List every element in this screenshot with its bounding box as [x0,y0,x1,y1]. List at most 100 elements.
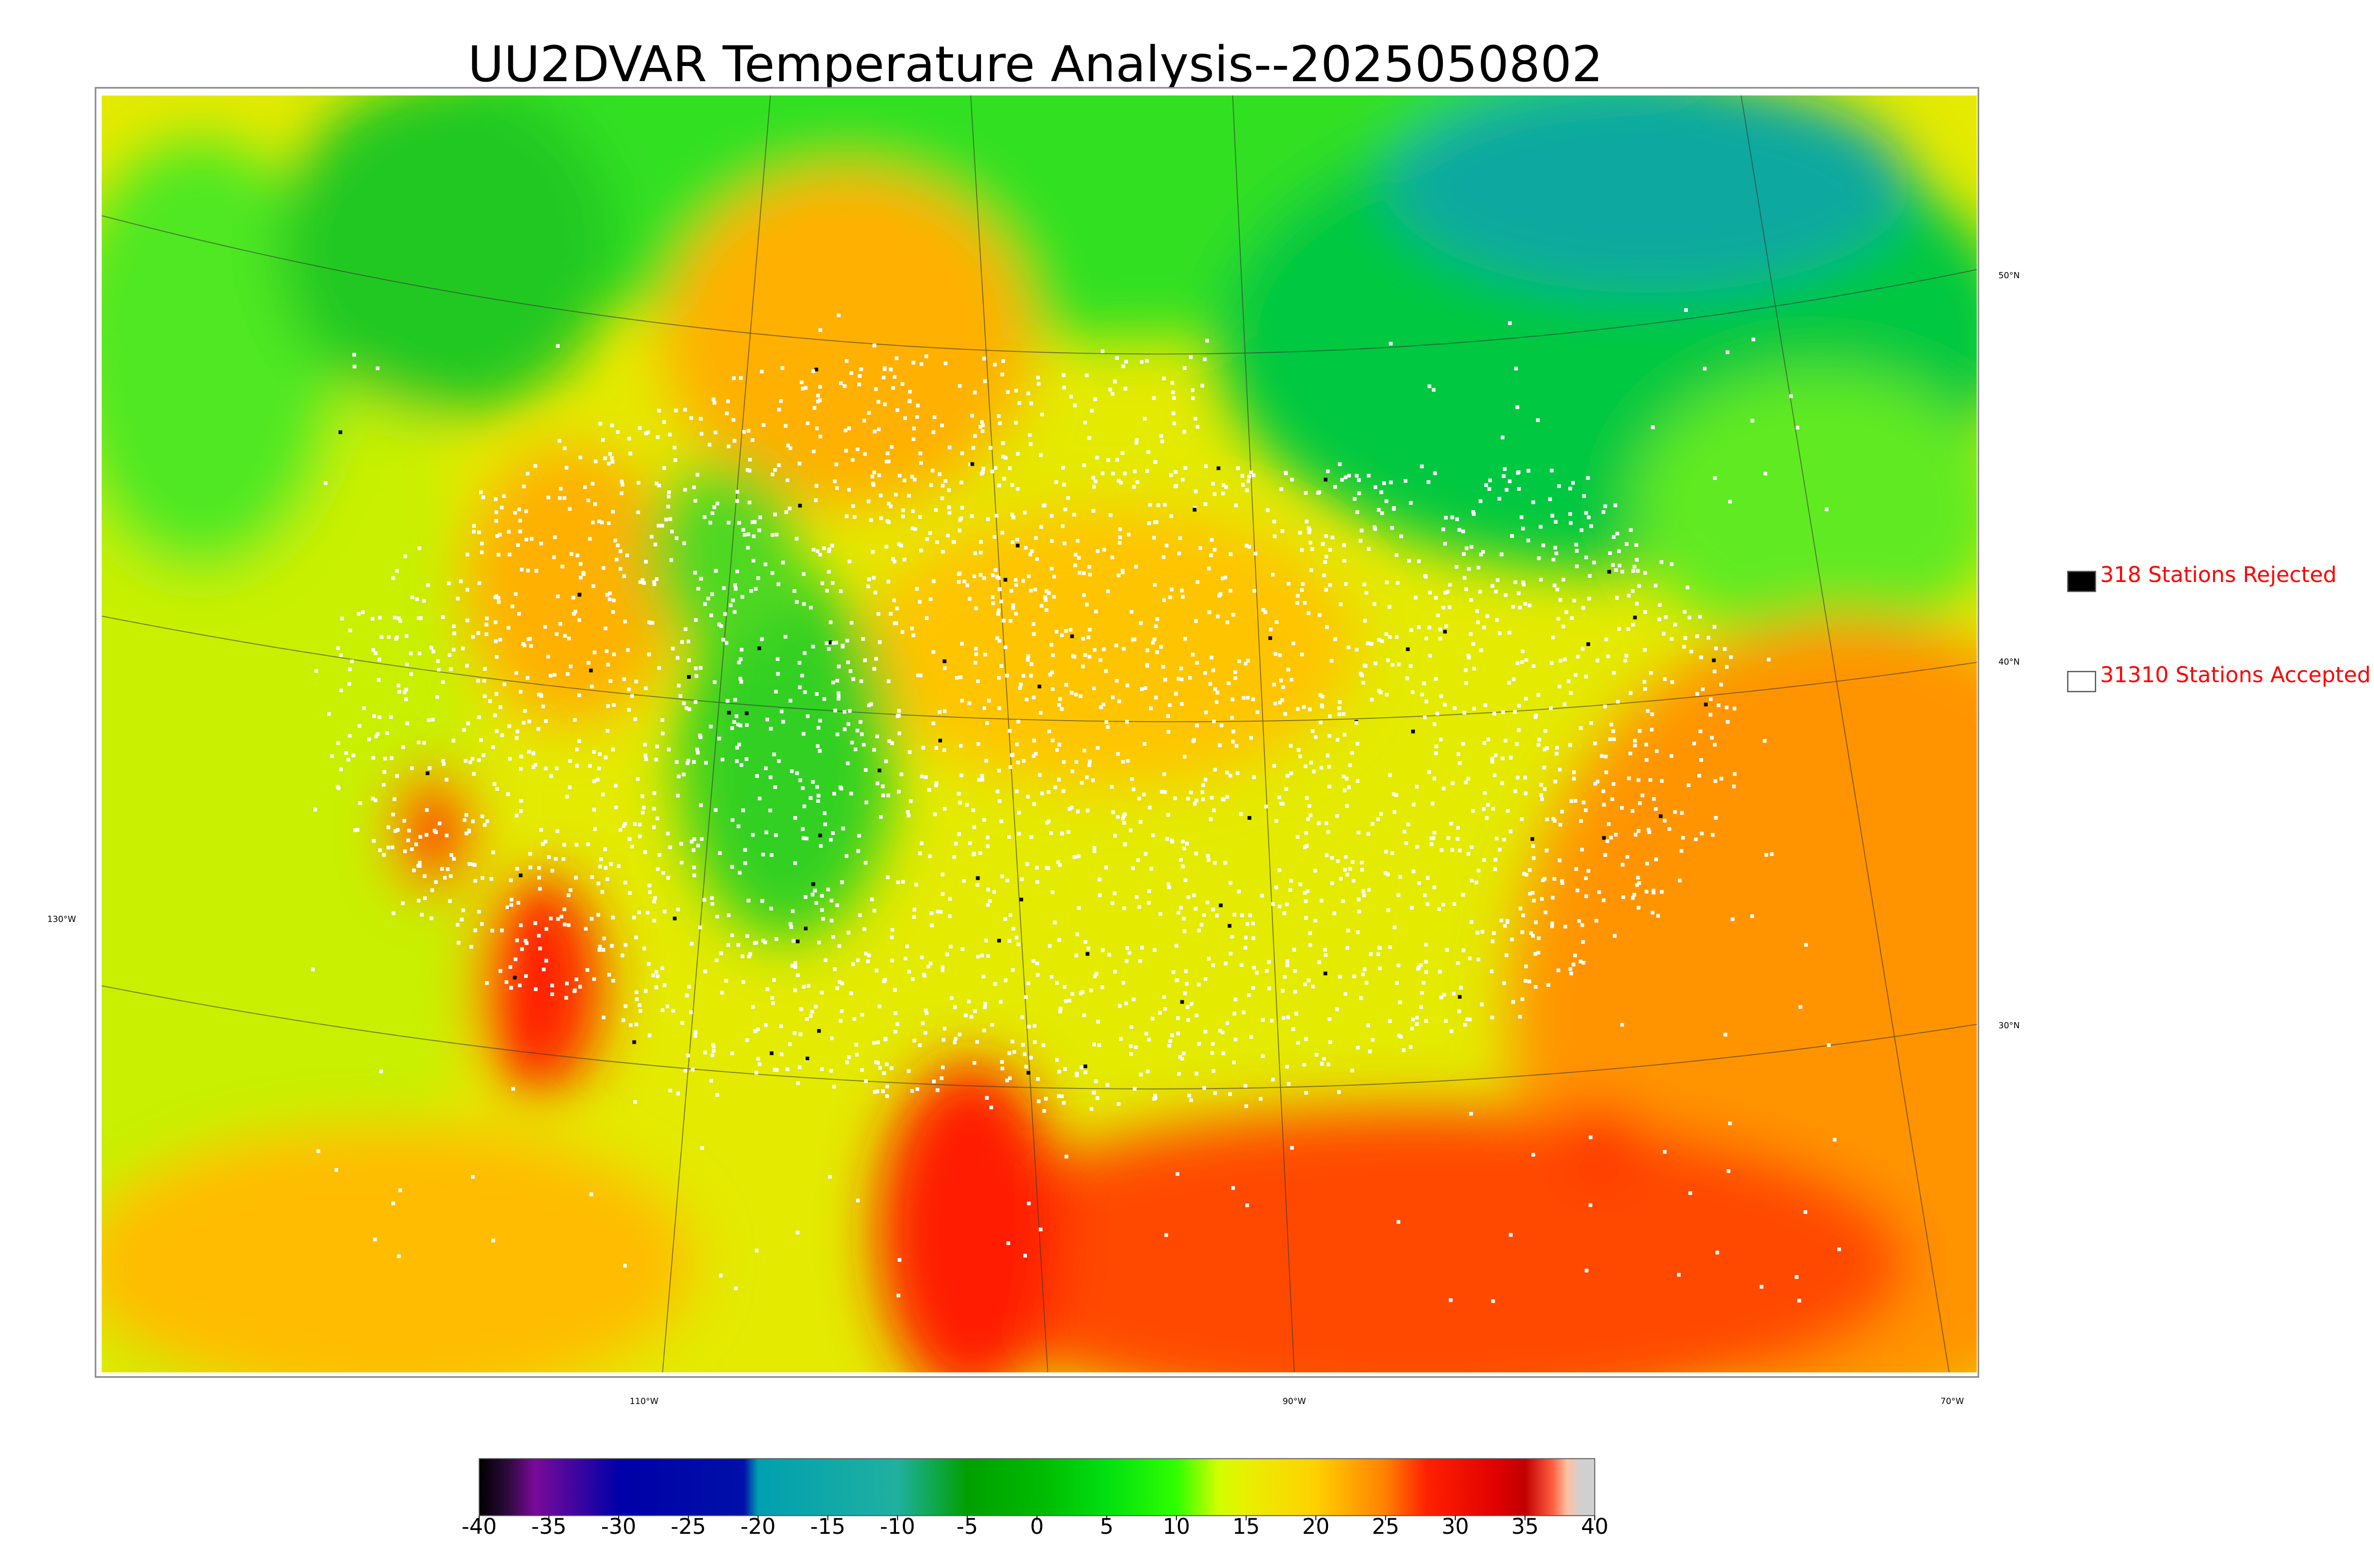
accepted-station [897,1258,902,1262]
accepted-station [1325,853,1328,857]
accepted-station [657,524,660,528]
accepted-station [947,511,951,515]
accepted-station [842,710,847,714]
accepted-station [1443,703,1447,707]
accepted-station [1336,738,1340,742]
accepted-station [351,753,356,758]
accepted-station [593,502,597,506]
accepted-station [878,640,882,644]
accepted-station [1724,665,1729,669]
accepted-station [795,771,799,775]
accepted-station [1095,746,1100,750]
accepted-station [885,1084,889,1089]
accepted-station [1750,914,1754,918]
accepted-station [1142,416,1147,421]
accepted-station [1632,564,1637,569]
accepted-station [1002,477,1006,481]
accepted-station [1122,821,1126,825]
accepted-station [941,892,945,896]
accepted-station [1673,622,1677,627]
accepted-station [607,973,612,977]
accepted-station [1642,680,1647,684]
accepted-station [981,975,986,978]
accepted-station [441,615,445,620]
accepted-station [1194,852,1198,856]
accepted-station [1111,901,1114,905]
accepted-station [1171,411,1176,415]
accepted-station [1251,986,1255,990]
colorbar-tick-label: -5 [957,1514,978,1539]
accepted-station [565,672,570,676]
accepted-station [1125,946,1130,950]
accepted-station [1251,921,1255,926]
accepted-station [1096,1020,1100,1024]
rejected-station [1070,634,1074,638]
accepted-station [1607,822,1611,826]
accepted-station [1503,467,1507,471]
accepted-station [1271,1078,1275,1082]
accepted-station [1521,526,1525,531]
accepted-station [423,874,427,878]
rejected-station [1219,903,1223,908]
accepted-station [660,1008,665,1013]
accepted-station [696,473,699,477]
accepted-station [646,430,650,434]
accepted-station [1147,901,1151,905]
accepted-station [1697,774,1701,778]
accepted-station [864,861,868,865]
accepted-station [872,470,876,475]
accepted-station [941,1065,945,1070]
accepted-station [785,478,790,482]
rejected-station [1016,544,1020,548]
accepted-station [598,945,602,949]
accepted-station [1111,471,1115,476]
accepted-station [876,612,880,616]
accepted-station [1417,881,1422,885]
accepted-station [1403,829,1406,834]
accepted-station [800,674,804,677]
accepted-station [404,687,408,692]
accepted-station [1584,894,1588,898]
accepted-station [1179,906,1183,910]
accepted-station [1637,778,1640,782]
accepted-station [1021,674,1026,678]
accepted-station [839,1009,844,1013]
accepted-station [736,824,741,828]
accepted-station [471,530,476,534]
accepted-station [1478,590,1482,594]
accepted-station [1236,466,1240,470]
accepted-station [668,517,672,521]
accepted-station [692,760,696,764]
accepted-station [509,878,513,883]
accepted-station [731,598,735,602]
accepted-station [1572,770,1576,774]
accepted-station [550,992,554,996]
accepted-station [687,985,691,989]
accepted-station [1040,791,1044,796]
accepted-station [1035,557,1039,561]
accepted-station [1232,1061,1236,1065]
accepted-station [1651,891,1656,895]
accepted-station [611,978,615,983]
accepted-station [859,679,863,683]
accepted-station [1525,873,1528,877]
accepted-station [838,1019,843,1023]
accepted-station [1573,798,1578,803]
accepted-station [863,658,867,662]
accepted-station [822,697,827,701]
accepted-station [1498,847,1502,852]
accepted-station [1191,396,1195,400]
accepted-station [527,719,531,723]
accepted-station [529,537,534,541]
accepted-station [497,600,501,604]
accepted-station [1708,713,1713,717]
accepted-station [699,837,704,841]
accepted-station [1536,418,1540,423]
accepted-station [1637,906,1640,910]
accepted-station [612,703,616,707]
accepted-station [792,589,797,593]
accepted-station [1532,664,1536,668]
accepted-station [361,610,365,614]
accepted-station [941,484,945,488]
accepted-station [1213,768,1217,772]
